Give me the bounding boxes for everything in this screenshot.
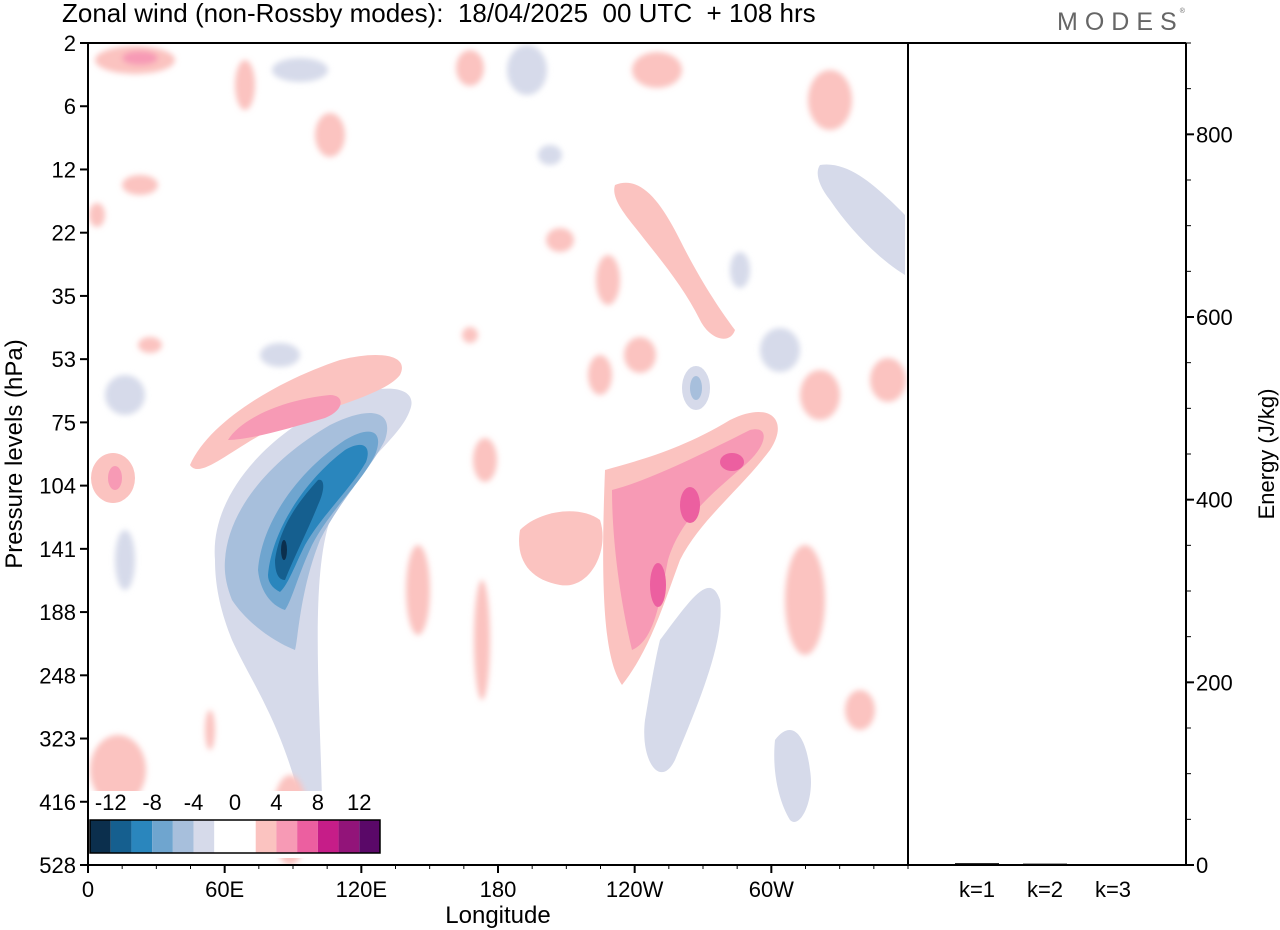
y-tick-label: 416 — [39, 790, 76, 815]
y-tick-label: 248 — [39, 663, 76, 688]
y-tick-label: 12 — [52, 157, 76, 182]
contour-positive-complex-core-2 — [680, 487, 700, 523]
contour-field — [89, 45, 906, 865]
contour-positive-complex-core-3 — [720, 453, 744, 471]
colorbar-cell — [255, 820, 277, 853]
contour-negative-jet-core — [281, 540, 287, 560]
y-tick-label: 528 — [39, 853, 76, 878]
contour-negative-bottom — [774, 730, 811, 822]
x-tick-label: 60W — [749, 877, 794, 902]
contour-negative-jet-5 — [275, 479, 324, 580]
colorbar-cell — [110, 820, 132, 853]
x-tick-label: 0 — [82, 877, 94, 902]
energy-tick-label: 800 — [1196, 122, 1233, 147]
x-tick-label: 120E — [336, 877, 387, 902]
energy-tick-label: 400 — [1196, 488, 1233, 513]
contour-negative-diagonal — [817, 164, 905, 275]
energy-bars — [955, 863, 1135, 866]
colorbar-cell — [172, 820, 194, 853]
modes-logo: MODES® — [1057, 8, 1185, 36]
colorbar-frame — [89, 819, 381, 854]
contour-positive-band-core — [228, 395, 341, 440]
colorbar-cell — [338, 820, 360, 853]
energy-category-label: k=2 — [1027, 877, 1063, 902]
energy-category-label: k=3 — [1095, 877, 1131, 902]
colorbar-cell — [297, 820, 318, 853]
colorbar-label: 0 — [229, 790, 241, 815]
y-tick-label: 141 — [39, 537, 76, 562]
colorbar-cell — [152, 820, 173, 853]
energy-axis-ticks: 0 200 400 600 800 — [1186, 42, 1233, 878]
energy-bar — [955, 863, 999, 865]
contour-small-blobs — [89, 45, 906, 865]
colorbar-label: 8 — [312, 790, 324, 815]
energy-category-labels: k=1 k=2 k=3 — [959, 877, 1131, 902]
x-tick-label: 60E — [205, 877, 244, 902]
x-axis-ticks: 0 60E 120E 180 120W 60W — [82, 865, 909, 902]
colorbar-cell — [276, 820, 298, 853]
y-tick-label: 22 — [52, 221, 76, 246]
x-axis-label: Longitude — [445, 902, 550, 929]
y-tick-label: 75 — [52, 410, 76, 435]
colorbar-label: -4 — [184, 790, 204, 815]
contour-positive-ridge — [519, 511, 603, 586]
colorbar-label: -8 — [142, 790, 162, 815]
colorbar-label: -12 — [95, 790, 127, 815]
colorbar-cell — [193, 820, 215, 853]
y-tick-label: 35 — [52, 284, 76, 309]
colorbar-cell — [214, 820, 235, 853]
colorbar-cell — [359, 820, 380, 853]
energy-category-label: k=1 — [959, 877, 995, 902]
colorbar-labels: -12 -8 -4 0 4 8 12 — [95, 790, 372, 815]
colorbar-cell — [90, 820, 111, 853]
colorbar-cell — [235, 820, 256, 853]
y-tick-label: 2 — [64, 31, 76, 56]
y-tick-label: 104 — [39, 474, 76, 499]
energy-axis-label: Energy (J/kg) — [1254, 389, 1279, 520]
colorbar-cells — [89, 819, 381, 854]
colorbar-label: 4 — [270, 790, 282, 815]
y-tick-label: 188 — [39, 600, 76, 625]
y-tick-label: 323 — [39, 727, 76, 752]
colorbar: -12 -8 -4 0 4 8 12 — [89, 790, 388, 858]
y-tick-label: 53 — [52, 347, 76, 372]
contour-positive-complex-core-1 — [650, 563, 666, 607]
colorbar-cell — [131, 820, 153, 853]
y-tick-label: 6 — [64, 94, 76, 119]
colorbar-cell — [317, 820, 339, 853]
x-tick-label: 120W — [606, 877, 664, 902]
y-axis-label: Pressure levels (hPa) — [1, 339, 28, 568]
x-tick-label: 180 — [480, 877, 517, 902]
contour-negative-lower-right — [644, 587, 721, 773]
contour-negative-blob-right-core — [690, 376, 702, 400]
chart-title: Zonal wind (non-Rossby modes): 18/04/202… — [62, 0, 816, 28]
energy-bar — [1023, 863, 1067, 865]
contour-positive-diagonal — [614, 182, 735, 339]
energy-tick-label: 600 — [1196, 305, 1233, 330]
contour-positive-complex-mid — [612, 429, 764, 650]
energy-bar — [1091, 864, 1135, 866]
y-axis-ticks: 2 6 12 22 35 53 75 104 141 188 248 323 416 528 — [39, 31, 88, 878]
contour-positive-band-left-core — [108, 466, 122, 490]
energy-tick-label: 0 — [1196, 853, 1208, 878]
colorbar-label: 12 — [347, 790, 371, 815]
energy-tick-label: 200 — [1196, 670, 1233, 695]
